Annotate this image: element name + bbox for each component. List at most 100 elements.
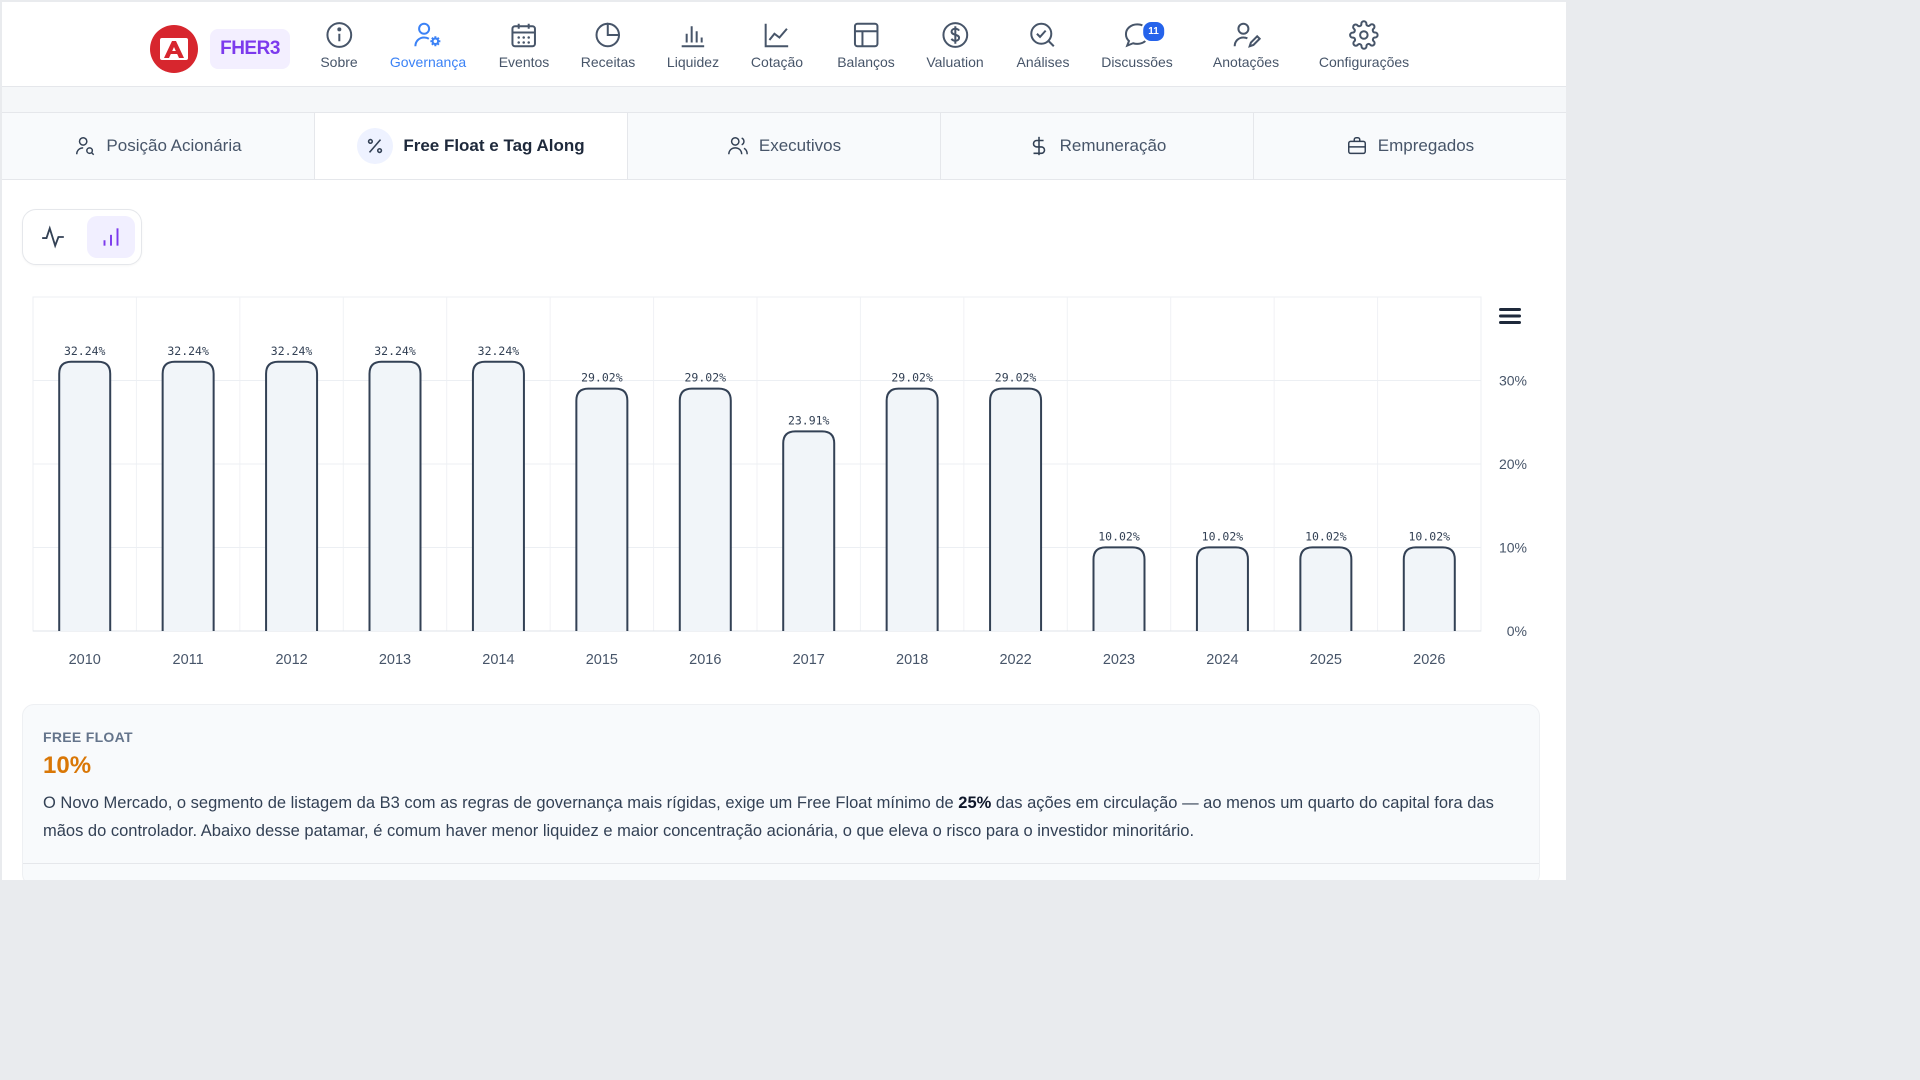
app-window: FHER3 Sobre Governança Eventos Receitas … (2, 2, 1566, 880)
bar-data-label: 29.02% (995, 371, 1037, 385)
bar (885, 387, 939, 631)
nav-analises[interactable]: Análises (1017, 20, 1069, 78)
info-description: O Novo Mercado, o segmento de listagem d… (43, 789, 1519, 845)
bar (1402, 546, 1456, 631)
nav-label: Anotações (1212, 54, 1280, 70)
tab-label: Executivos (758, 136, 842, 155)
nav-balancos[interactable]: Balanços (837, 20, 895, 78)
tab-label: Remuneração (1059, 136, 1167, 155)
nav-sobre[interactable]: Sobre (320, 20, 358, 78)
nav-discussoes[interactable]: 11 Discussões (1101, 20, 1173, 78)
x-tick-label: 2011 (173, 652, 204, 668)
bar-data-label: 10.02% (1305, 529, 1347, 543)
x-tick-label: 2015 (586, 652, 618, 668)
bar (265, 360, 319, 631)
x-tick-label: 2014 (482, 652, 514, 668)
layout-icon (853, 22, 879, 48)
bar-data-label: 29.02% (685, 371, 727, 385)
line-chart-icon (764, 23, 789, 48)
bar (1195, 546, 1249, 631)
nav-cotacao[interactable]: Cotação (751, 20, 803, 78)
bar-data-label: 10.02% (1202, 529, 1244, 543)
percent-icon (368, 138, 383, 154)
bar-view-icon (103, 228, 119, 246)
user-pen-icon (1233, 22, 1261, 48)
free-float-info-card: FREE FLOAT 10% O Novo Mercado, o segment… (22, 704, 1540, 880)
company-logo[interactable] (150, 25, 198, 73)
nav-label: Eventos (498, 54, 550, 70)
nav-configuracoes[interactable]: Configurações (1319, 20, 1409, 78)
logo-icon (160, 38, 188, 60)
x-tick-label: 2017 (793, 652, 825, 668)
nav-label: Receitas (580, 54, 636, 70)
tab-free-float-tag-along[interactable]: Free Float e Tag Along (315, 113, 628, 179)
bar (161, 360, 215, 631)
notification-badge: 11 (1141, 20, 1166, 43)
info-text-bold: 25% (958, 794, 992, 812)
line-view-button[interactable] (29, 216, 77, 258)
tab-remuneracao[interactable]: Remuneração (941, 113, 1254, 179)
bar-view-button[interactable] (87, 216, 135, 258)
bar (471, 360, 525, 631)
nav-label: Liquidez (666, 54, 720, 70)
tab-empregados[interactable]: Empregados (1254, 113, 1566, 179)
divider (23, 863, 1539, 864)
bar (1299, 546, 1353, 631)
bar-data-label: 32.24% (478, 344, 520, 358)
bar-data-label: 32.24% (374, 344, 416, 358)
calendar-icon (511, 23, 537, 48)
x-tick-label: 2013 (379, 652, 411, 668)
y-tick-label: 20% (1499, 456, 1527, 472)
info-label: FREE FLOAT (43, 729, 133, 745)
info-text-part: das ações em circulação — ao menos um qu… (43, 794, 1494, 840)
free-float-value: 10% (43, 752, 92, 779)
user-gear-icon (414, 22, 441, 47)
tab-posicao-acionaria[interactable]: Posição Acionária (2, 113, 315, 179)
top-navigation: FHER3 Sobre Governança Eventos Receitas … (2, 2, 1566, 87)
gear-icon (1349, 20, 1379, 50)
nav-label: Discussões (1101, 54, 1173, 70)
nav-label: Configurações (1318, 54, 1410, 70)
nav-anotacoes[interactable]: Anotações (1213, 20, 1279, 78)
tab-label: Free Float e Tag Along (403, 136, 585, 155)
chart-view-toggle (22, 209, 142, 265)
x-tick-label: 2024 (1206, 652, 1238, 668)
percent-icon-box (357, 128, 394, 164)
bar-data-label: 32.24% (167, 344, 209, 358)
bar-data-label: 29.02% (891, 371, 933, 385)
nav-receitas[interactable]: Receitas (581, 20, 635, 78)
bar-data-label: 32.24% (271, 344, 313, 358)
free-float-bar-chart: 0% 10% 20% 30% 32.24% 2010 32.24% 2011 32.24% 201… (32, 296, 1527, 668)
nav-label: Governança (389, 54, 467, 70)
bar-data-label: 29.02% (581, 371, 623, 385)
bar-data-label: 32.24% (64, 344, 106, 358)
ticker-badge[interactable]: FHER3 (210, 29, 290, 69)
bar-data-label: 10.02% (1409, 529, 1451, 543)
sub-header-strip (2, 87, 1566, 113)
bar (58, 360, 112, 631)
bar-data-label: 10.02% (1098, 529, 1140, 543)
x-tick-label: 2023 (1103, 652, 1135, 668)
nav-label: Balanços (837, 54, 895, 70)
nav-governanca[interactable]: Governança (390, 20, 466, 78)
governance-tabs: Posição Acionária Free Float e Tag Along… (2, 112, 1566, 180)
nav-valuation[interactable]: Valuation (926, 20, 984, 78)
briefcase-icon (1347, 137, 1366, 155)
y-tick-label: 0% (1507, 623, 1527, 639)
users-icon (727, 137, 748, 155)
pie-chart-icon (595, 22, 621, 48)
nav-label: Cotação (750, 54, 804, 70)
tab-executivos[interactable]: Executivos (628, 113, 941, 179)
tab-label: Posição Acionária (106, 136, 242, 155)
info-text-part: O Novo Mercado, o segmento de listagem d… (43, 794, 959, 812)
nav-eventos[interactable]: Eventos (498, 20, 550, 78)
nav-liquidez[interactable]: Liquidez (667, 20, 719, 78)
bar (989, 387, 1043, 631)
nav-label: Sobre (320, 54, 358, 70)
bar (1092, 546, 1146, 631)
info-icon (326, 22, 352, 48)
hamburger-menu-icon[interactable] (1498, 306, 1524, 326)
nav-label: Valuation (926, 54, 984, 70)
x-tick-label: 2010 (69, 652, 101, 668)
y-tick-label: 10% (1499, 540, 1527, 556)
